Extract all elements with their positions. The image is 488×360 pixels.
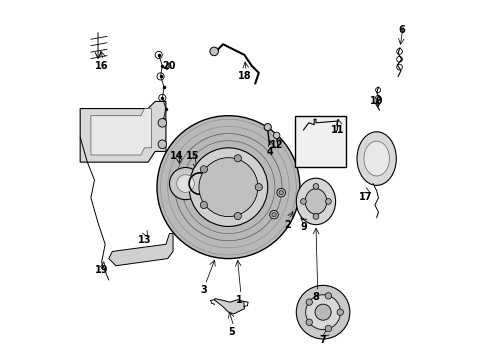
Circle shape [157, 116, 299, 258]
Circle shape [169, 167, 201, 200]
Text: 13: 13 [138, 235, 151, 245]
Circle shape [209, 47, 218, 56]
Text: 17: 17 [359, 192, 372, 202]
Text: 15: 15 [185, 151, 199, 161]
Circle shape [305, 319, 312, 325]
Text: 3: 3 [200, 285, 206, 295]
Circle shape [200, 201, 207, 208]
Circle shape [325, 325, 331, 332]
Circle shape [276, 188, 285, 197]
Circle shape [264, 123, 271, 131]
Bar [294, 116, 346, 167]
Circle shape [300, 199, 305, 204]
Text: 12: 12 [269, 140, 283, 150]
Circle shape [325, 293, 331, 299]
Circle shape [176, 175, 194, 192]
Text: 1: 1 [235, 295, 242, 305]
Text: 9: 9 [300, 222, 306, 232]
Polygon shape [214, 298, 244, 314]
Ellipse shape [356, 132, 395, 185]
Ellipse shape [296, 178, 335, 225]
Polygon shape [91, 109, 151, 155]
Circle shape [234, 155, 241, 162]
Text: 19: 19 [95, 265, 108, 275]
Text: 4: 4 [265, 147, 272, 157]
Circle shape [296, 285, 349, 339]
Text: 11: 11 [330, 125, 344, 135]
Circle shape [269, 210, 278, 219]
Circle shape [312, 184, 318, 189]
Text: 6: 6 [398, 25, 404, 35]
Circle shape [234, 212, 241, 220]
Circle shape [158, 118, 166, 127]
Text: 10: 10 [369, 96, 383, 107]
Circle shape [336, 309, 343, 315]
Circle shape [279, 190, 283, 195]
Polygon shape [108, 234, 173, 266]
Polygon shape [80, 102, 165, 162]
Circle shape [158, 140, 166, 149]
Circle shape [255, 184, 262, 191]
Circle shape [189, 148, 267, 226]
Circle shape [314, 304, 330, 320]
Circle shape [271, 212, 276, 217]
Circle shape [305, 299, 312, 305]
Text: 7: 7 [319, 335, 326, 345]
Circle shape [312, 213, 318, 219]
Text: 14: 14 [169, 151, 183, 161]
Text: 20: 20 [163, 61, 176, 71]
Text: 5: 5 [228, 327, 235, 337]
Ellipse shape [305, 189, 326, 214]
Circle shape [325, 199, 331, 204]
Circle shape [305, 295, 340, 330]
Text: 16: 16 [95, 61, 108, 71]
Text: 18: 18 [237, 71, 251, 81]
Circle shape [200, 166, 207, 173]
Circle shape [199, 158, 257, 217]
Text: 8: 8 [312, 292, 319, 302]
Ellipse shape [363, 141, 388, 176]
Circle shape [273, 132, 279, 139]
Text: 2: 2 [284, 220, 290, 230]
